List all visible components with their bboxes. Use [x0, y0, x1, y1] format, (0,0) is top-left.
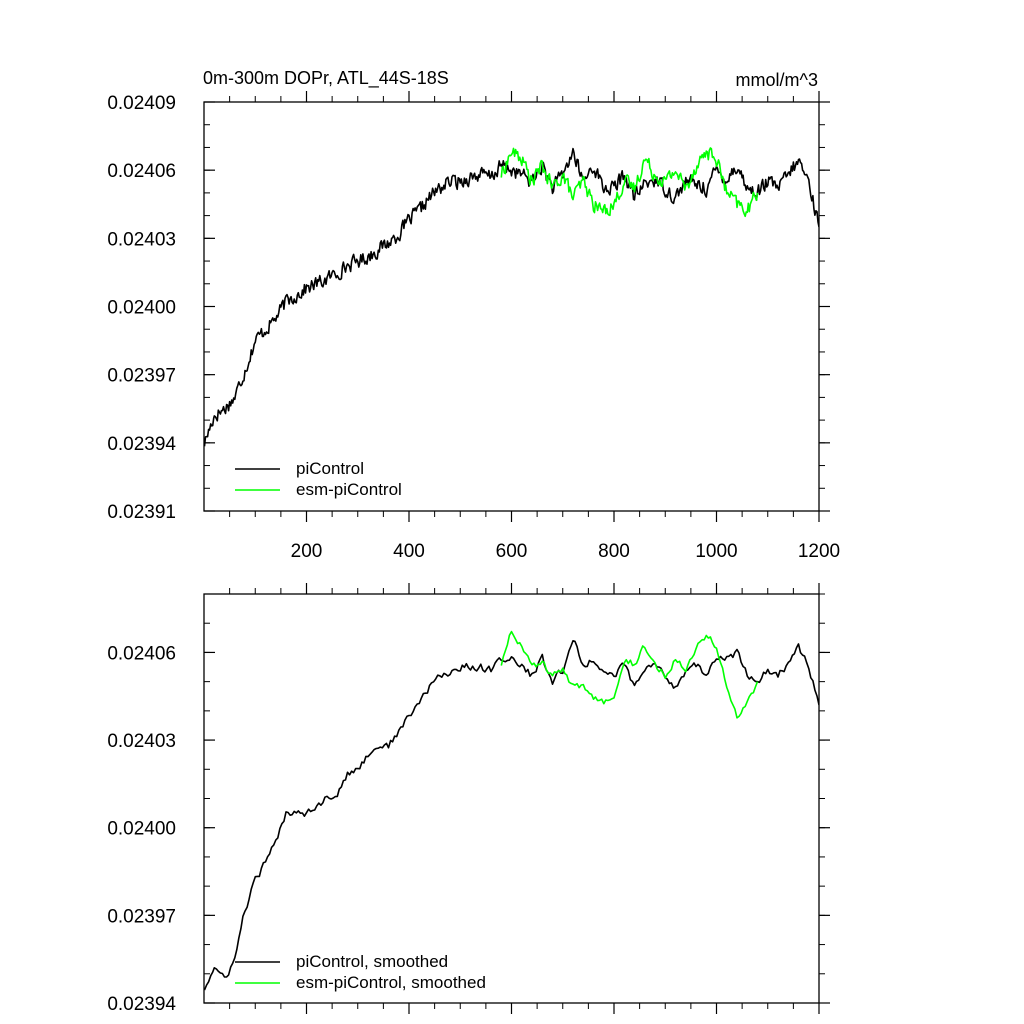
top-x-tick-label: 1000	[695, 541, 737, 562]
top-legend-label-picontrol: piControl	[296, 459, 364, 478]
bottom-legend: piControl, smoothed esm-piControl, smoot…	[235, 952, 486, 992]
top-y-tick-label: 0.02397	[107, 366, 176, 387]
top-chart-units: mmol/m^3	[736, 70, 818, 90]
bottom-y-tick-label: 0.02403	[107, 731, 176, 752]
bottom-plot-frame	[203, 593, 820, 1004]
top-y-tick-label: 0.02400	[107, 298, 176, 319]
top-y-tick-label: 0.02403	[107, 229, 176, 250]
bottom-series-line-picontrol-smoothed	[204, 640, 819, 991]
top-x-tick-labels: 200 400 600 800 1000 1200	[291, 541, 840, 562]
top-legend-label-esm-picontrol: esm-piControl	[296, 480, 402, 499]
top-chart-title: 0m-300m DOPr, ATL_44S-18S	[203, 68, 449, 89]
top-y-tick-label: 0.02406	[107, 161, 176, 182]
top-x-tick-label: 400	[393, 541, 425, 562]
top-x-tick-label: 800	[598, 541, 630, 562]
top-y-tick-labels: 0.02391 0.02394 0.02397 0.02400 0.02403 0.024…	[107, 93, 176, 523]
top-series-line-esm-picontrol	[500, 147, 759, 218]
bottom-minor-ticks	[204, 588, 825, 1009]
top-x-tick-label: 600	[496, 541, 528, 562]
bottom-y-tick-label: 0.02394	[107, 994, 176, 1015]
top-x-tick-label: 1200	[798, 541, 840, 562]
top-x-tick-label: 200	[291, 541, 323, 562]
top-y-tick-label: 0.02391	[107, 502, 176, 523]
top-major-ticks	[204, 91, 830, 522]
top-y-tick-label: 0.02394	[107, 434, 176, 455]
top-legend: piControl esm-piControl	[235, 459, 402, 499]
bottom-panel: 0.02394 0.02397 0.02400 0.02403 0.02406 piCo…	[107, 583, 830, 1015]
top-y-tick-label: 0.02409	[107, 93, 176, 114]
bottom-y-tick-label: 0.02397	[107, 906, 176, 927]
bottom-series-line-esm-picontrol-smoothed	[500, 630, 759, 719]
bottom-y-tick-label: 0.02406	[107, 643, 176, 664]
bottom-y-tick-labels: 0.02394 0.02397 0.02400 0.02403 0.02406	[107, 643, 176, 1015]
bottom-major-ticks	[204, 583, 830, 1014]
top-panel: 0m-300m DOPr, ATL_44S-18S mmol/m^3 0.023…	[107, 68, 840, 562]
top-minor-ticks	[204, 96, 825, 517]
top-series-group	[204, 147, 819, 447]
top-plot-frame	[203, 101, 820, 512]
bottom-legend-label-esm-picontrol: esm-piControl, smoothed	[296, 973, 486, 992]
bottom-y-tick-label: 0.02400	[107, 819, 176, 840]
bottom-legend-label-picontrol: piControl, smoothed	[296, 952, 448, 971]
bottom-series-group	[204, 630, 819, 991]
